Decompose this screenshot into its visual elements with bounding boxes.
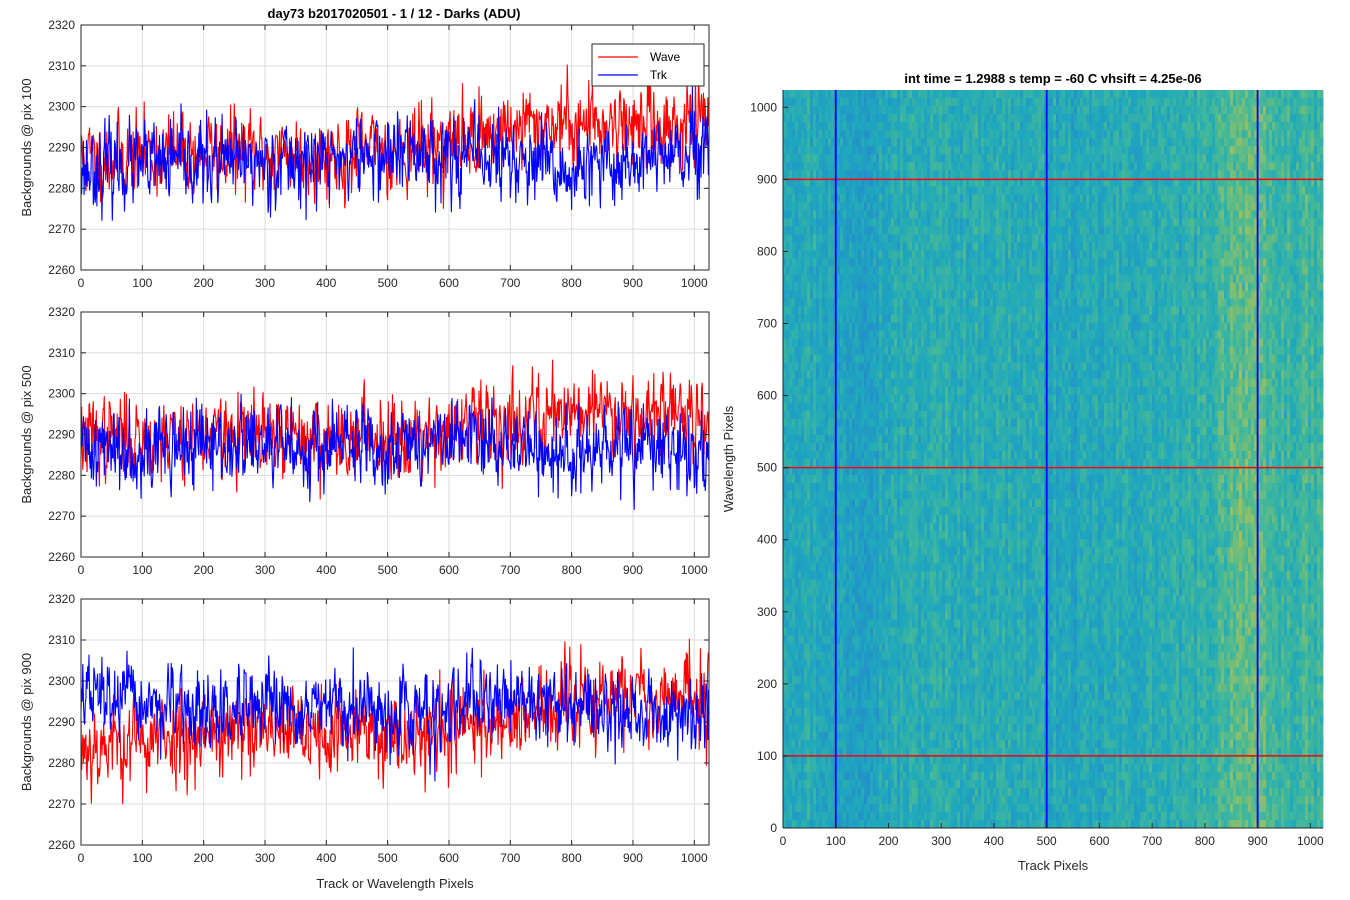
line-panel-1: 0 100 200 300 400 500 600 700 800 900 1000 2260 2270… [19,18,710,290]
legend: Wave Trk [591,43,705,87]
series-trk [81,86,709,221]
x-tick-label: 900 [1248,834,1268,848]
legend-box [591,43,705,87]
panels: 0 100 200 300 400 500 600 700 800 900 100022602270… [19,18,1324,891]
x-tick-label: 400 [316,851,336,865]
x-axis-label: Track Pixels [1018,858,1089,873]
x-tick-label: 100 [132,563,152,577]
y-axis-label: Backgrounds @ pix 900 [19,653,34,791]
y-tick-label: 2280 [48,181,75,195]
x-tick-label: 600 [439,276,459,290]
heatmap-title: int time = 1.2988 s temp = -60 C vhsift … [904,71,1201,86]
y-axis-label: Wavelength Pixels [721,405,736,512]
x-tick-label: 600 [439,851,459,865]
x-tick-label: 1000 [681,851,708,865]
series-trk [81,647,709,782]
x-tick-label: 100 [132,851,152,865]
y-tick-label: 700 [757,317,777,331]
x-tick-label: 300 [931,834,951,848]
y-tick-label: 2300 [48,100,75,114]
y-tick-label: 2320 [48,18,75,32]
y-tick-label: 2260 [48,838,75,852]
x-tick-label: 500 [378,276,398,290]
x-tick-label: 100 [826,834,846,848]
y-tick-label: 2310 [48,59,75,73]
y-axis-label: Backgrounds @ pix 100 [19,78,34,216]
y-tick-label: 600 [757,389,777,403]
heatmap-cells [783,90,1324,829]
y-tick-label: 900 [757,172,777,186]
x-tick-label: 200 [194,276,214,290]
x-tick-label: 200 [194,851,214,865]
y-tick-label: 2270 [48,509,75,523]
y-tick-label: 2260 [48,263,75,277]
x-tick-label: 0 [78,563,85,577]
x-tick-label: 900 [623,563,643,577]
y-tick-label: 300 [757,605,777,619]
y-tick-label: 2280 [48,468,75,482]
y-tick-label: 2310 [48,346,75,360]
x-tick-label: 1000 [1297,834,1324,848]
y-tick-label: 0 [770,821,777,835]
line-panel-3: 0 100 200 300 400 500 600 700 800 900 1000 2260 2270… [19,592,710,891]
y-tick-label: 2320 [48,305,75,319]
x-tick-label: 800 [562,563,582,577]
x-tick-label: 1000 [681,563,708,577]
legend-label-trk: Trk [650,68,668,82]
y-tick-label: 2270 [48,797,75,811]
y-tick-label: 2270 [48,222,75,236]
y-tick-label: 100 [757,749,777,763]
x-tick-label: 700 [500,276,520,290]
y-tick-label: 400 [757,533,777,547]
y-tick-label: 2280 [48,756,75,770]
y-axis-label: Backgrounds @ pix 500 [19,365,34,503]
x-axis-label: Track or Wavelength Pixels [316,876,474,891]
x-tick-label: 700 [1142,834,1162,848]
y-tick-label: 2290 [48,141,75,155]
y-tick-label: 2290 [48,715,75,729]
x-tick-label: 700 [500,851,520,865]
line-panel-2: 0 100 200 300 400 500 600 700 800 900 1000 2260 2270… [19,305,710,577]
y-tick-label: 800 [757,244,777,258]
y-tick-label: 2320 [48,592,75,606]
y-tick-label: 500 [757,461,777,475]
x-tick-label: 0 [78,276,85,290]
y-tick-label: 2290 [48,428,75,442]
x-tick-label: 200 [878,834,898,848]
y-tick-label: 1000 [750,100,777,114]
figure-title: day73 b2017020501 - 1 / 12 - Darks (ADU) [268,6,521,21]
x-tick-label: 400 [316,563,336,577]
x-tick-label: 900 [623,276,643,290]
x-tick-label: 300 [255,276,275,290]
x-tick-label: 300 [255,851,275,865]
heatmap-panel: int time = 1.2988 s temp = -60 C vhsift … [721,71,1324,873]
legend-label-wave: Wave [650,50,681,64]
x-tick-label: 400 [984,834,1004,848]
y-tick-label: 2300 [48,387,75,401]
x-tick-label: 0 [78,851,85,865]
y-tick-label: 2310 [48,633,75,647]
y-tick-label: 2260 [48,550,75,564]
x-tick-label: 600 [1089,834,1109,848]
series-wave [81,359,709,500]
x-tick-label: 800 [562,851,582,865]
x-tick-label: 700 [500,563,520,577]
x-tick-label: 300 [255,563,275,577]
x-tick-label: 500 [378,563,398,577]
x-tick-label: 600 [439,563,459,577]
series-trk [81,393,709,510]
x-tick-label: 100 [132,276,152,290]
x-tick-label: 400 [316,276,336,290]
x-tick-label: 800 [1195,834,1215,848]
x-tick-label: 900 [623,851,643,865]
x-tick-label: 800 [562,276,582,290]
x-tick-label: 500 [378,851,398,865]
y-tick-label: 2300 [48,674,75,688]
x-tick-label: 500 [1037,834,1057,848]
y-tick-label: 200 [757,677,777,691]
x-tick-label: 1000 [681,276,708,290]
x-tick-label: 200 [194,563,214,577]
x-tick-label: 0 [780,834,787,848]
